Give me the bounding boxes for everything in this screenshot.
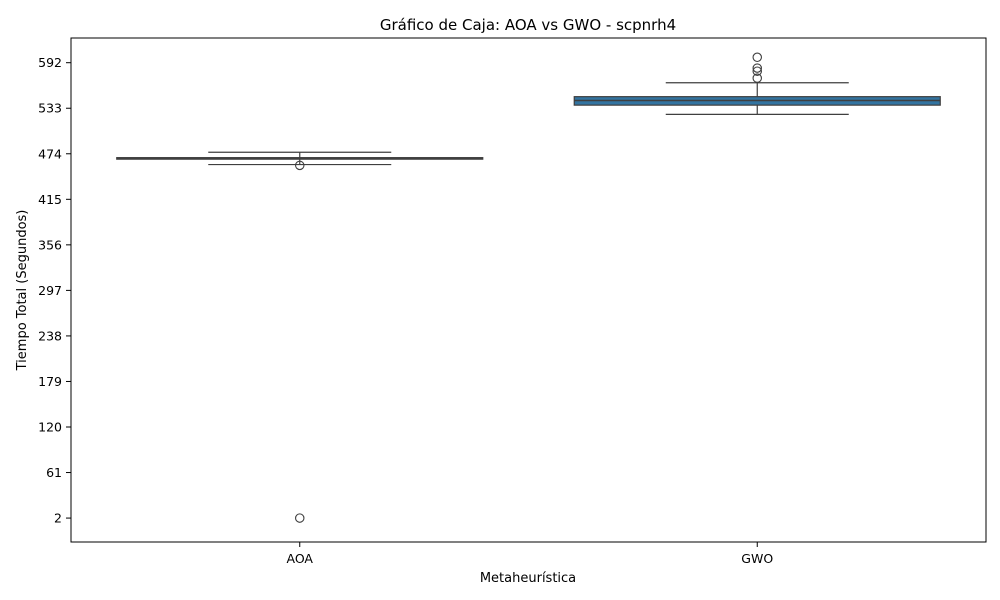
plot-area bbox=[70, 37, 987, 543]
x-tick-label: GWO bbox=[741, 551, 773, 566]
y-tick-label: 238 bbox=[38, 328, 62, 343]
y-tick-label: 415 bbox=[38, 192, 62, 207]
y-tick-label: 356 bbox=[38, 237, 62, 252]
outlier-point bbox=[752, 73, 762, 83]
x-axis-label: Metaheurística bbox=[480, 571, 576, 586]
y-tick-label: 61 bbox=[46, 465, 62, 480]
outlier-point bbox=[752, 66, 762, 76]
y-tick-label: 592 bbox=[38, 55, 62, 70]
y-tick-label: 120 bbox=[38, 419, 62, 434]
box-gwo bbox=[573, 52, 941, 116]
x-tick-label: AOA bbox=[286, 551, 313, 566]
y-axis: 2 61 120 179 238 297 356 415 474 533 592 bbox=[38, 55, 71, 526]
y-tick-label: 2 bbox=[54, 511, 62, 526]
y-tick-label: 297 bbox=[38, 283, 62, 298]
outlier-point bbox=[752, 63, 762, 73]
chart-title: Gráfico de Caja: AOA vs GWO - scpnrh4 bbox=[380, 16, 676, 34]
y-tick-label: 533 bbox=[38, 101, 62, 116]
box-series bbox=[116, 52, 941, 523]
y-axis-label: Tiempo Total (Segundos) bbox=[15, 210, 30, 372]
y-tick-label: 474 bbox=[38, 146, 62, 161]
box-aoa bbox=[116, 151, 484, 523]
outlier-point bbox=[752, 52, 762, 63]
x-axis: AOA GWO bbox=[286, 542, 773, 566]
outlier-point bbox=[294, 160, 305, 171]
outlier-point bbox=[294, 513, 305, 523]
y-tick-label: 179 bbox=[38, 374, 62, 389]
